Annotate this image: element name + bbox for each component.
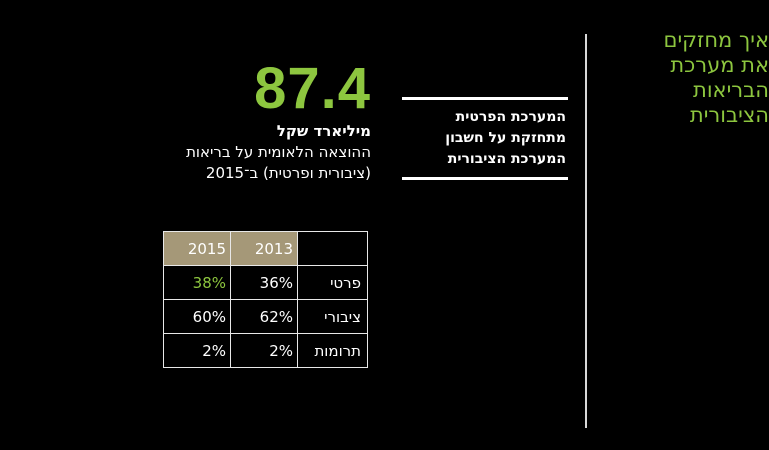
headline-line-2: את מערכת (670, 53, 769, 77)
stat-description-line-2: (ציבורית ופרטית) ב־2015 (205, 164, 371, 182)
subheading-line-3: המערכת הציבורית (447, 151, 566, 167)
table-header-row: 2015 2013 (163, 231, 368, 266)
stat-unit: מיליארד שקל (276, 122, 371, 140)
subheading-line-1: המערכת הפרטית (455, 109, 566, 125)
subheading-line-2: מתחזקת על חשבון (445, 130, 566, 146)
headline-line-4: הציבורית (689, 103, 769, 127)
table-row: 60% 62% ציבורי (163, 299, 368, 334)
row-label-private: פרטי (297, 265, 368, 300)
year-header-2015: 2015 (163, 231, 231, 266)
cell-public-2013: 62% (230, 299, 298, 334)
table-corner-cell (297, 231, 368, 266)
stat-value: 87.4 (254, 56, 371, 121)
stat-description-line-1: ההוצאה הלאומית על בריאות (186, 143, 371, 161)
headline-line-1: איך מחזקים (663, 28, 769, 52)
table-row: 2% 2% תרומות (163, 333, 368, 368)
row-label-donations: תרומות (297, 333, 368, 368)
cell-private-2015: 38% (163, 265, 231, 300)
headline-line-3: הבריאות (693, 78, 769, 102)
cell-private-2013: 36% (230, 265, 298, 300)
year-header-2013: 2013 (230, 231, 298, 266)
subheading-box: המערכת הפרטית מתחזקת על חשבון המערכת הצי… (402, 97, 568, 180)
stat-description: ההוצאה הלאומית על בריאות (ציבורית ופרטית… (186, 142, 371, 184)
vertical-divider (585, 34, 587, 428)
cell-donations-2015: 2% (163, 333, 231, 368)
table-row: 38% 36% פרטי (163, 265, 368, 300)
stats-table: 2015 2013 38% 36% פרטי 60% 62% ציבורי 2%… (163, 231, 368, 368)
cell-public-2015: 60% (163, 299, 231, 334)
cell-donations-2013: 2% (230, 333, 298, 368)
headline: איך מחזקים את מערכת הבריאות הציבורית (629, 28, 769, 128)
row-label-public: ציבורי (297, 299, 368, 334)
